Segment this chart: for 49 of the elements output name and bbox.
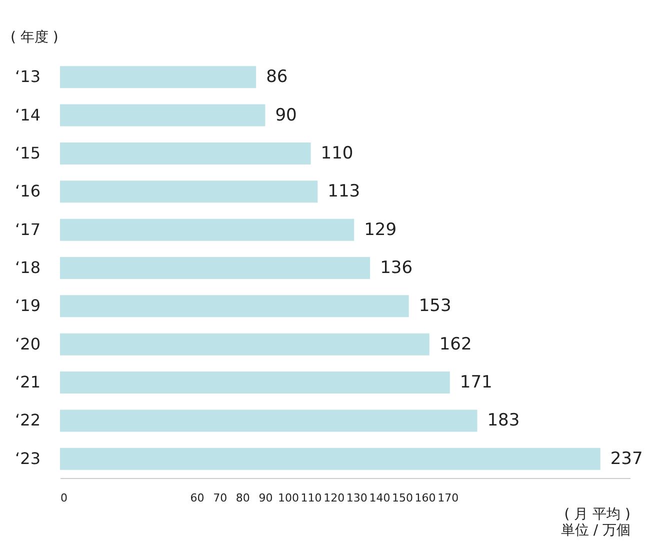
y-axis-title: ( 年度 ) bbox=[10, 30, 58, 46]
data-label: 183 bbox=[487, 410, 520, 431]
x-axis-title: 単位 / 万個 bbox=[560, 522, 630, 538]
bar bbox=[60, 104, 266, 126]
x-tick-label: 0 bbox=[60, 492, 68, 504]
bar bbox=[60, 180, 318, 203]
x-tick-label: 120 bbox=[324, 492, 345, 504]
bar bbox=[60, 448, 600, 470]
bar bbox=[60, 66, 256, 88]
y-tick-label: ‘21 bbox=[15, 372, 40, 392]
x-tick-label: 150 bbox=[392, 492, 413, 504]
data-label: 136 bbox=[380, 258, 413, 278]
x-tick-label: 90 bbox=[258, 492, 273, 504]
data-label: 90 bbox=[275, 105, 297, 126]
x-tick-label: 130 bbox=[346, 492, 368, 504]
x-tick-label: 170 bbox=[438, 492, 459, 504]
y-tick-label: ‘16 bbox=[15, 182, 40, 201]
y-tick-label: ‘20 bbox=[15, 334, 40, 354]
y-tick-label: ‘18 bbox=[15, 258, 40, 277]
data-label: 86 bbox=[266, 67, 288, 88]
x-tick-label: 110 bbox=[300, 492, 322, 504]
data-label: 162 bbox=[439, 334, 472, 354]
y-tick-label: ‘15 bbox=[15, 143, 40, 162]
bar bbox=[60, 257, 370, 279]
bar bbox=[60, 410, 478, 432]
bar bbox=[60, 142, 311, 164]
x-tick-label: 80 bbox=[236, 492, 250, 504]
y-tick-label: ‘13 bbox=[15, 67, 40, 86]
y-tick-label: ‘19 bbox=[15, 296, 40, 316]
bar bbox=[60, 372, 450, 394]
y-tick-label: ‘14 bbox=[15, 105, 40, 124]
y-tick-label: ‘23 bbox=[15, 448, 40, 468]
x-tick-label: 160 bbox=[414, 492, 436, 504]
data-label: 110 bbox=[320, 143, 354, 164]
y-tick-label: ‘22 bbox=[15, 410, 40, 430]
bar bbox=[60, 333, 430, 356]
data-label: 129 bbox=[364, 220, 397, 240]
x-tick-label: 70 bbox=[213, 492, 228, 504]
text: ( 月 平均 ) bbox=[564, 506, 630, 522]
y-tick-label: ‘17 bbox=[15, 220, 40, 239]
data-label: 237 bbox=[610, 448, 643, 469]
data-label: 153 bbox=[418, 296, 452, 316]
x-tick-label: 60 bbox=[190, 492, 204, 504]
x-tick-label: 140 bbox=[369, 492, 390, 504]
bar bbox=[60, 218, 354, 241]
bar bbox=[60, 295, 409, 318]
data-label: 113 bbox=[328, 182, 360, 202]
data-label: 171 bbox=[460, 372, 492, 393]
x-tick-label: 100 bbox=[278, 492, 299, 504]
